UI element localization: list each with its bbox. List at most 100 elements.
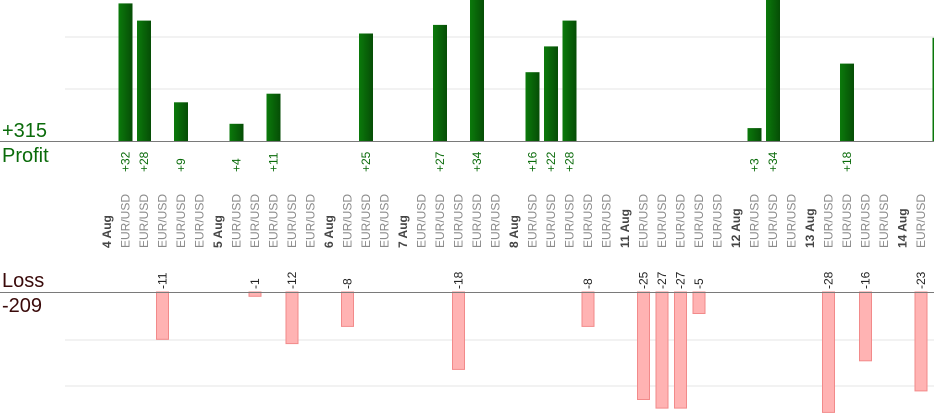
loss-bar xyxy=(692,291,706,314)
profit-bar xyxy=(525,72,540,141)
profit-bar xyxy=(137,20,151,142)
profit-value-label: +22 xyxy=(544,151,558,172)
profit-value-label: +32 xyxy=(119,151,133,172)
loss-value-label: -8 xyxy=(581,278,595,289)
pair-label: EUR/USD xyxy=(544,194,558,248)
loss-value-label: -1 xyxy=(248,278,262,289)
pair-label: EUR/USD xyxy=(914,194,928,248)
pair-label: EUR/USD xyxy=(748,194,762,248)
pair-label: EUR/USD xyxy=(766,194,780,248)
pair-label: EUR/USD xyxy=(674,194,688,248)
profit-value-label: +16 xyxy=(526,151,540,172)
date-label: 14 Aug xyxy=(896,208,910,248)
pair-label: EUR/USD xyxy=(415,194,429,248)
profit-value-label: +11 xyxy=(267,152,281,172)
axes xyxy=(0,141,934,293)
profit-value-label: +28 xyxy=(563,151,577,172)
profit-value-label: +27 xyxy=(433,151,447,172)
pair-label: EUR/USD xyxy=(581,194,595,248)
loss-total: -209 xyxy=(2,295,43,317)
loss-value-label: -27 xyxy=(674,271,688,289)
pair-label: EUR/USD xyxy=(267,194,281,248)
loss-bar xyxy=(581,291,595,327)
pair-label: EUR/USD xyxy=(452,194,466,248)
pair-label: EUR/USD xyxy=(137,194,151,248)
pair-label: EUR/USD xyxy=(840,194,854,248)
profit-value-label: +24 xyxy=(933,151,934,172)
loss-value-label: -8 xyxy=(341,278,355,289)
pair-label: EUR/USD xyxy=(119,194,133,248)
profit-value-label: +28 xyxy=(137,151,151,172)
pair-label: EUR/USD xyxy=(193,194,207,248)
pair-label: EUR/USD xyxy=(489,194,503,248)
loss-value-label: -25 xyxy=(637,271,651,289)
date-label: 4 Aug xyxy=(100,215,114,248)
loss-bar xyxy=(859,291,872,362)
profit-bar xyxy=(747,128,762,141)
loss-value-label: -23 xyxy=(914,271,928,289)
profit-bar xyxy=(359,33,373,141)
profit-bar xyxy=(840,63,854,141)
loss-label: Loss xyxy=(2,270,45,292)
bars xyxy=(118,0,934,413)
pair-label: EUR/USD xyxy=(600,194,614,248)
date-label: 5 Aug xyxy=(211,215,225,248)
pair-label: EUR/USD xyxy=(822,194,836,248)
pair-label: EUR/USD xyxy=(156,194,170,248)
pair-label: EUR/USD xyxy=(933,194,934,248)
profit-bar xyxy=(118,3,133,142)
profit-bar xyxy=(266,93,281,141)
pair-label: EUR/USD xyxy=(341,194,355,248)
pair-label: EUR/USD xyxy=(711,194,725,248)
pair-label: EUR/USD xyxy=(433,194,447,248)
pair-label: EUR/USD xyxy=(692,194,706,248)
profit-value-label: +4 xyxy=(230,158,244,172)
profit-bar xyxy=(932,37,934,141)
date-label: 8 Aug xyxy=(507,215,521,248)
pair-label: EUR/USD xyxy=(248,194,262,248)
profit-value-label: +34 xyxy=(766,151,780,172)
pair-label: EUR/USD xyxy=(637,194,651,248)
date-label: 12 Aug xyxy=(729,208,743,248)
loss-bar xyxy=(674,291,687,409)
pair-label: EUR/USD xyxy=(378,194,392,248)
date-label: 7 Aug xyxy=(396,215,410,248)
pair-label: EUR/USD xyxy=(785,194,799,248)
profit-value-label: +18 xyxy=(840,151,854,172)
profit-bar xyxy=(544,46,558,141)
loss-bar xyxy=(452,291,465,370)
profit-bar xyxy=(470,0,484,141)
pair-label: EUR/USD xyxy=(526,194,540,248)
profit-label: Profit xyxy=(2,145,49,167)
pair-label: EUR/USD xyxy=(655,194,669,248)
pair-label: EUR/USD xyxy=(230,194,244,248)
loss-bar xyxy=(914,291,928,392)
pair-label: EUR/USD xyxy=(285,194,299,248)
profit-value-label: +9 xyxy=(174,158,188,172)
profit-bar xyxy=(433,24,447,141)
pair-label: EUR/USD xyxy=(304,194,318,248)
loss-value-label: -5 xyxy=(692,278,706,289)
loss-bar xyxy=(655,291,669,409)
loss-bar xyxy=(285,291,299,345)
loss-value-label: -16 xyxy=(859,271,873,289)
loss-bar xyxy=(822,291,835,413)
profit-value-label: +3 xyxy=(748,158,762,172)
pair-label: EUR/USD xyxy=(174,194,188,248)
profit-bar xyxy=(229,123,244,141)
pair-label: EUR/USD xyxy=(563,194,577,248)
labels: 4 Aug EUR/USD +32 EUR/USD +28 EUR/USD -11 EUR/U… xyxy=(100,151,934,289)
grid-lines xyxy=(65,36,934,387)
profit-bar xyxy=(174,102,188,141)
date-label: 11 Aug xyxy=(618,209,632,248)
profit-bar xyxy=(766,0,780,141)
loss-value-label: -18 xyxy=(452,271,466,289)
loss-value-label: -27 xyxy=(655,271,669,289)
loss-bar xyxy=(156,291,169,340)
profit-value-label: +34 xyxy=(470,151,484,172)
loss-bar xyxy=(341,291,354,327)
loss-value-label: -28 xyxy=(822,271,836,289)
pair-label: EUR/USD xyxy=(359,194,373,248)
date-label: 13 Aug xyxy=(803,208,817,248)
